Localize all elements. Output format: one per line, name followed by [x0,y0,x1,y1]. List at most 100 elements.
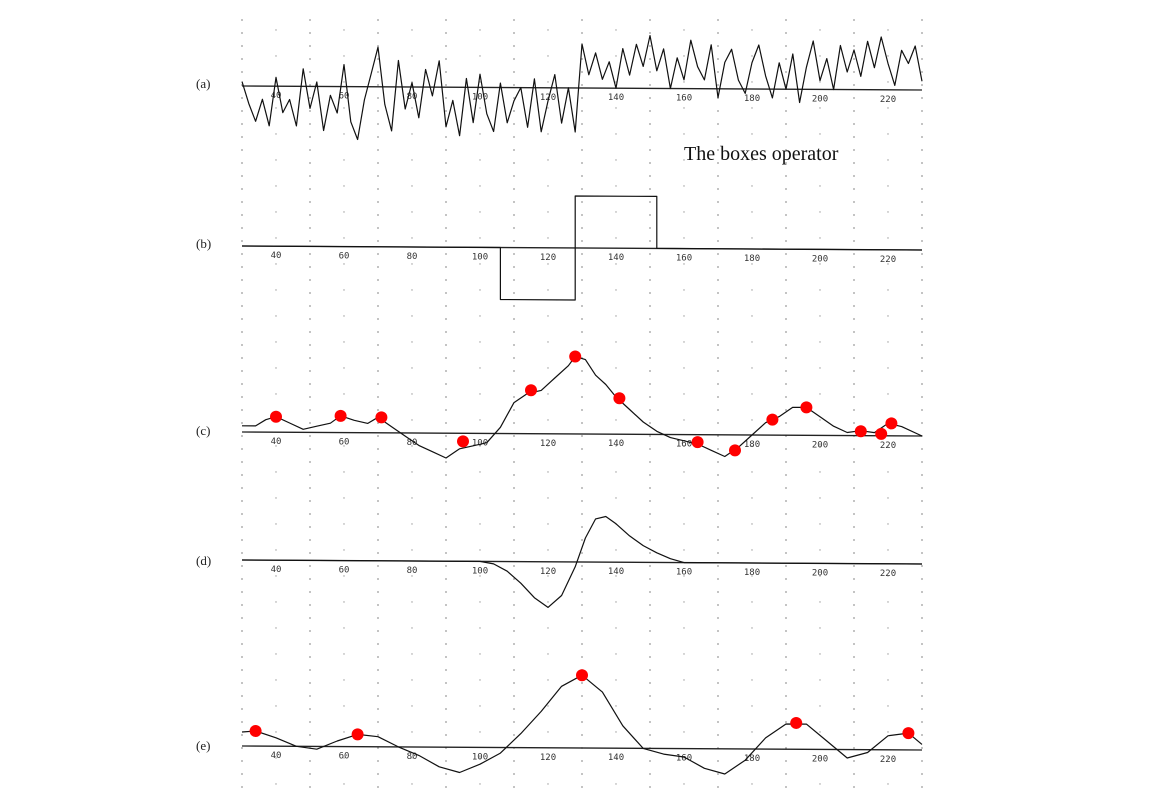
grid-dot [445,292,447,294]
grid-dot [853,695,855,697]
grid-dot [513,110,515,112]
grid-dot [717,786,719,788]
grid-dot [411,29,413,31]
grid-dot [275,133,277,135]
grid-dot [581,539,583,541]
grid-dot [921,84,923,86]
grid-dot [241,32,243,34]
grid-dot [275,497,277,499]
grid-dot [513,617,515,619]
grid-dot [581,617,583,619]
grid-dot [649,227,651,229]
grid-dot [513,188,515,190]
grid-dot [615,471,617,473]
grid-dot [581,227,583,229]
grid-dot [581,513,583,515]
grid-dot [887,757,889,759]
grid-dot [513,708,515,710]
grid-dot [445,630,447,632]
grid-dot [921,474,923,476]
grid-dot [377,396,379,398]
grid-dot [377,123,379,125]
grid-dot [377,32,379,34]
grid-dot [615,653,617,655]
grid-dot [445,370,447,372]
grid-dot [309,773,311,775]
grid-dot [241,760,243,762]
grid-dot [445,240,447,242]
grid-dot [717,357,719,359]
grid-dot [785,383,787,385]
grid-dot [377,19,379,21]
x-tick-label: 40 [271,437,282,447]
grid-dot [581,526,583,528]
grid-dot [309,227,311,229]
grid-dot [717,474,719,476]
grid-dot [581,643,583,645]
grid-dot [479,367,481,369]
grid-dot [275,315,277,317]
grid-dot [853,188,855,190]
grid-dot [377,656,379,658]
grid-dot [717,123,719,125]
grid-dot [241,461,243,463]
grid-dot [411,133,413,135]
grid-dot [921,357,923,359]
grid-dot [513,32,515,34]
grid-dot [581,565,583,567]
grid-dot [343,211,345,213]
grid-dot [241,58,243,60]
grid-dot [309,409,311,411]
grid-dot [581,58,583,60]
grid-dot [445,422,447,424]
grid-dot [513,734,515,736]
grid-dot [581,682,583,684]
grid-dot [819,55,821,57]
grid-dot [921,747,923,749]
grid-dot [649,279,651,281]
grid-dot [717,266,719,268]
grid-dot [751,367,753,369]
grid-dot [921,175,923,177]
grid-dot [479,159,481,161]
grid-dot [785,344,787,346]
grid-dot [819,549,821,551]
grid-dot [819,419,821,421]
grid-dot [683,575,685,577]
grid-dot [581,162,583,164]
grid-dot [649,45,651,47]
grid-dot [547,185,549,187]
grid-dot [377,201,379,203]
grid-dot [649,786,651,788]
grid-dot [887,211,889,213]
grid-dot [785,201,787,203]
grid-dot [377,578,379,580]
grid-dot [241,487,243,489]
peak-marker [885,417,898,430]
grid-dot [785,487,787,489]
grid-dot [241,708,243,710]
grid-dot [513,552,515,554]
grid-dot [513,149,515,151]
grid-dot [377,45,379,47]
grid-dot [513,448,515,450]
grid-dot [853,474,855,476]
grid-dot [377,552,379,554]
grid-dot [717,630,719,632]
grid-dot [411,575,413,577]
grid-dot [717,19,719,21]
grid-dot [921,136,923,138]
grid-dot [785,162,787,164]
grid-dot [717,409,719,411]
grid-dot [377,461,379,463]
grid-dot [649,110,651,112]
grid-dot [241,227,243,229]
peak-marker [270,410,282,423]
grid-dot [411,445,413,447]
grid-dot [513,370,515,372]
grid-dot [921,500,923,502]
grid-dot [581,461,583,463]
grid-dot [377,357,379,359]
grid-dot [581,500,583,502]
grid-dot [615,107,617,109]
